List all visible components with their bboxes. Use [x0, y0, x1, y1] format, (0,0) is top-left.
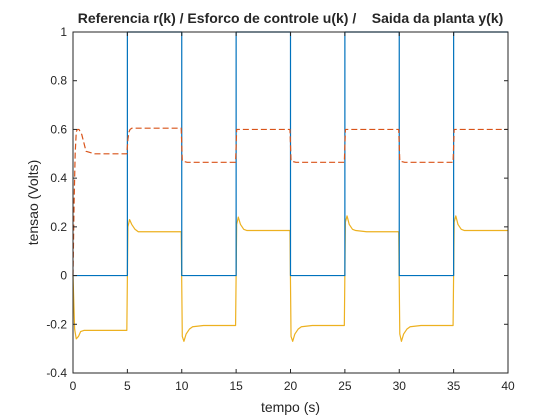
x-tick-label: 0	[70, 379, 77, 393]
y-tick-label: -0.2	[46, 317, 67, 331]
x-tick-label: 35	[447, 379, 461, 393]
y-tick-label: 1	[60, 25, 67, 39]
y-tick-label: 0	[60, 269, 67, 283]
y-tick-label: 0.2	[50, 220, 67, 234]
y-tick-label: 0.6	[50, 122, 67, 136]
y-tick-label: 0.8	[50, 74, 67, 88]
chart-title: Referencia r(k) / Esforco de controle u(…	[78, 10, 504, 26]
axes-box	[72, 31, 509, 374]
tick-layer: 0 5 10 15 20 25 30 35 40 -0.4 -0.2 0 0.2 0.4 0.6 0.8 1	[46, 25, 515, 393]
x-axis-label: tempo (s)	[261, 399, 320, 415]
y-tick-label: 0.4	[50, 171, 67, 185]
series-line-yk	[72, 215, 508, 342]
x-tick-label: 30	[393, 379, 407, 393]
x-tick-label: 20	[284, 379, 298, 393]
x-tick-label: 10	[175, 379, 189, 393]
series-line-uk	[72, 127, 509, 276]
x-tick-label: 5	[124, 379, 131, 393]
y-tick-label: -0.4	[46, 366, 67, 380]
x-tick-label: 40	[501, 379, 515, 393]
x-tick-label: 25	[338, 379, 352, 393]
x-tick-label: 15	[229, 379, 243, 393]
y-axis-label: tensao (Volts)	[25, 160, 41, 246]
